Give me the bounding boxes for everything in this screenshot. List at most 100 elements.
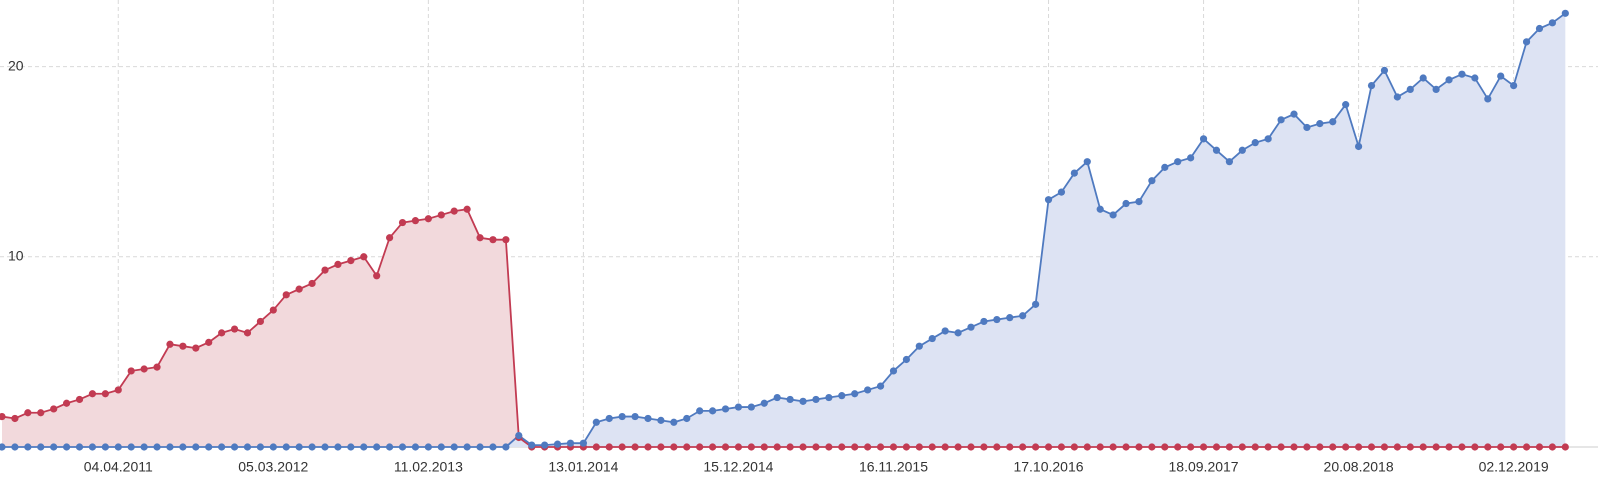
point — [347, 256, 355, 265]
point — [631, 412, 639, 421]
point — [1393, 443, 1401, 451]
point — [954, 329, 962, 337]
point — [308, 279, 316, 288]
point — [1174, 443, 1182, 451]
point — [63, 399, 71, 407]
point — [1083, 158, 1091, 166]
point — [1367, 443, 1376, 451]
point — [50, 443, 58, 451]
point — [644, 443, 652, 451]
point — [696, 407, 704, 415]
point — [1148, 443, 1156, 451]
point — [1342, 101, 1350, 109]
y-tick-label: 10 — [8, 247, 24, 263]
point — [243, 329, 252, 337]
point — [1355, 443, 1363, 451]
point — [230, 443, 239, 451]
point — [1096, 205, 1104, 213]
point — [1329, 118, 1337, 126]
y-tick-label: 20 — [8, 57, 24, 73]
point — [179, 443, 187, 451]
point — [140, 365, 148, 373]
point — [1497, 443, 1505, 451]
point — [1212, 146, 1221, 154]
point — [0, 412, 6, 421]
point — [282, 443, 290, 451]
point — [1238, 146, 1246, 154]
point — [747, 443, 755, 451]
x-tick-label: 13.01.2014 — [548, 459, 618, 475]
point — [1135, 443, 1143, 451]
point — [269, 306, 277, 314]
point — [1251, 139, 1259, 147]
point — [747, 403, 755, 411]
point — [721, 405, 730, 413]
point — [424, 443, 432, 451]
point — [424, 215, 432, 223]
point — [902, 355, 911, 364]
point — [541, 441, 549, 449]
point — [1290, 443, 1298, 451]
point — [1148, 177, 1156, 185]
point — [1135, 198, 1143, 206]
point — [1445, 76, 1453, 84]
point — [1238, 443, 1246, 451]
point — [166, 340, 174, 348]
point — [1535, 24, 1544, 33]
point — [321, 266, 329, 274]
point — [1096, 443, 1104, 451]
point — [386, 234, 394, 242]
point — [1316, 120, 1324, 128]
point — [63, 443, 71, 451]
point — [1458, 443, 1466, 451]
point — [1535, 443, 1544, 451]
point — [1355, 142, 1363, 151]
point — [683, 414, 691, 423]
point — [657, 416, 665, 424]
point — [1212, 443, 1221, 451]
x-tick-label: 02.12.2019 — [1479, 459, 1549, 475]
point — [566, 439, 575, 447]
point — [153, 443, 161, 451]
point — [1019, 443, 1027, 451]
x-tick-label: 18.09.2017 — [1169, 459, 1239, 475]
point — [967, 443, 975, 451]
point — [889, 443, 898, 451]
point — [114, 443, 122, 451]
point — [282, 291, 290, 299]
point — [450, 207, 458, 215]
point — [1471, 443, 1479, 451]
point — [386, 443, 394, 451]
point — [1109, 211, 1117, 219]
point — [489, 443, 497, 451]
point — [1471, 74, 1479, 82]
point — [256, 317, 264, 326]
point — [851, 390, 859, 398]
point — [1225, 158, 1233, 166]
point — [11, 443, 19, 451]
point — [269, 443, 277, 451]
point — [1419, 443, 1427, 451]
point — [838, 392, 846, 400]
point — [411, 443, 420, 451]
point — [37, 443, 45, 451]
point — [605, 414, 613, 423]
point — [812, 443, 820, 451]
point — [101, 390, 109, 398]
point — [1458, 70, 1466, 78]
point — [398, 443, 407, 451]
x-tick-label: 15.12.2014 — [703, 459, 773, 475]
point — [127, 367, 135, 375]
point — [205, 443, 213, 451]
point — [709, 443, 717, 451]
point — [1109, 443, 1117, 451]
point — [1484, 443, 1492, 451]
point — [1225, 443, 1233, 451]
area — [2, 13, 1566, 448]
point — [799, 397, 807, 405]
point — [463, 205, 471, 213]
point — [657, 443, 665, 451]
point — [1303, 123, 1311, 132]
point — [618, 443, 626, 451]
point — [864, 386, 872, 394]
